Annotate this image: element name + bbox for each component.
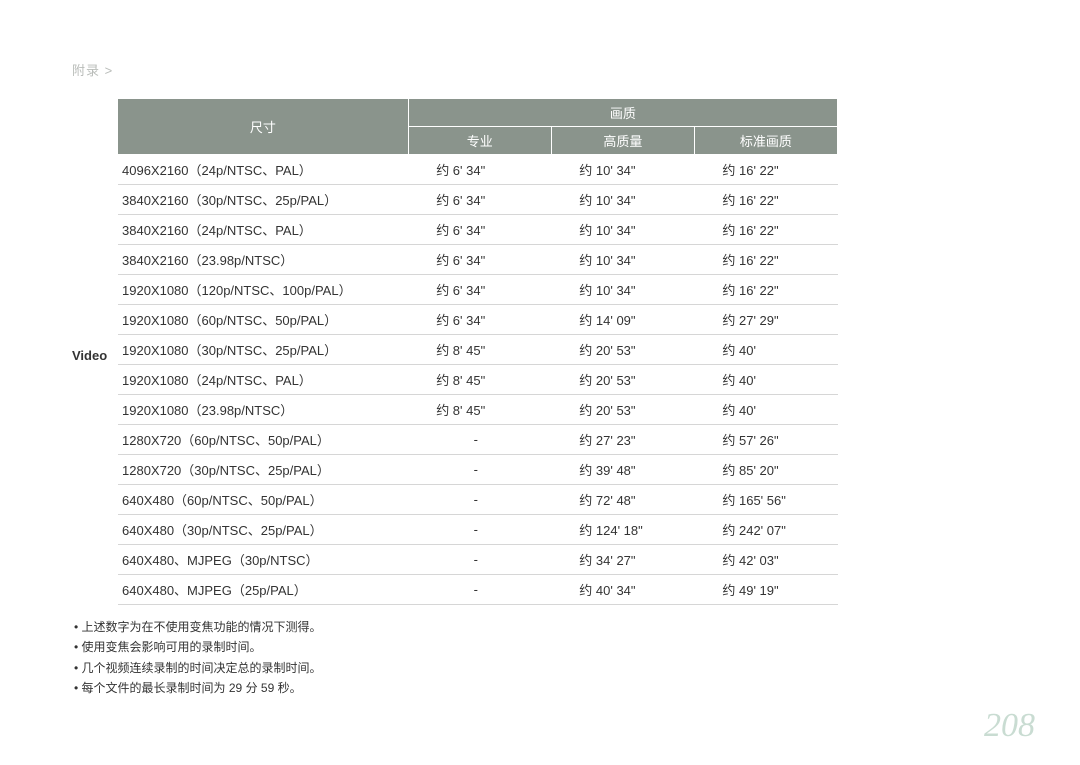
cell-pro: 约 6' 34" [408, 185, 551, 215]
table-row: 1920X1080（120p/NTSC、100p/PAL）约 6' 34"约 1… [118, 275, 838, 305]
video-recording-time-table: 尺寸 画质 专业 高质量 标准画质 4096X2160（24p/NTSC、PAL… [118, 99, 838, 605]
cell-std: 约 42' 03" [694, 545, 837, 575]
cell-std: 约 40' [694, 365, 837, 395]
cell-size: 1920X1080（30p/NTSC、25p/PAL） [118, 335, 408, 365]
cell-size: 3840X2160（23.98p/NTSC） [118, 245, 408, 275]
cell-std: 约 16' 22" [694, 275, 837, 305]
cell-hq: 约 20' 53" [551, 395, 694, 425]
table-row: 4096X2160（24p/NTSC、PAL）约 6' 34"约 10' 34"… [118, 155, 838, 185]
cell-size: 1280X720（60p/NTSC、50p/PAL） [118, 425, 408, 455]
cell-hq: 约 10' 34" [551, 275, 694, 305]
note-item: 每个文件的最长录制时间为 29 分 59 秒。 [74, 678, 1008, 698]
table-row: 640X480（30p/NTSC、25p/PAL）-约 124' 18"约 24… [118, 515, 838, 545]
notes-list: 上述数字为在不使用变焦功能的情况下测得。使用变焦会影响可用的录制时间。几个视频连… [72, 617, 1008, 699]
table-row: 1280X720（60p/NTSC、50p/PAL）-约 27' 23"约 57… [118, 425, 838, 455]
cell-pro: - [408, 545, 551, 575]
cell-pro: - [408, 425, 551, 455]
cell-hq: 约 10' 34" [551, 215, 694, 245]
breadcrumb: 附录 > [72, 60, 1008, 79]
cell-std: 约 242' 07" [694, 515, 837, 545]
col-header-std: 标准画质 [694, 127, 837, 155]
cell-pro: 约 6' 34" [408, 245, 551, 275]
cell-hq: 约 124' 18" [551, 515, 694, 545]
cell-size: 3840X2160（24p/NTSC、PAL） [118, 215, 408, 245]
table-row: 640X480、MJPEG（25p/PAL）-约 40' 34"约 49' 19… [118, 575, 838, 605]
cell-pro: - [408, 455, 551, 485]
cell-hq: 约 20' 53" [551, 365, 694, 395]
col-header-hq: 高质量 [551, 127, 694, 155]
cell-pro: 约 8' 45" [408, 395, 551, 425]
table-row: 1920X1080（23.98p/NTSC）约 8' 45"约 20' 53"约… [118, 395, 838, 425]
cell-hq: 约 27' 23" [551, 425, 694, 455]
cell-size: 640X480（30p/NTSC、25p/PAL） [118, 515, 408, 545]
cell-size: 4096X2160（24p/NTSC、PAL） [118, 155, 408, 185]
cell-hq: 约 20' 53" [551, 335, 694, 365]
cell-std: 约 40' [694, 395, 837, 425]
cell-pro: 约 6' 34" [408, 305, 551, 335]
cell-std: 约 85' 20" [694, 455, 837, 485]
cell-hq: 约 34' 27" [551, 545, 694, 575]
cell-pro: 约 8' 45" [408, 335, 551, 365]
note-item: 使用变焦会影响可用的录制时间。 [74, 637, 1008, 657]
cell-size: 640X480（60p/NTSC、50p/PAL） [118, 485, 408, 515]
cell-size: 640X480、MJPEG（25p/PAL） [118, 575, 408, 605]
cell-pro: - [408, 575, 551, 605]
cell-std: 约 16' 22" [694, 245, 837, 275]
table-row: 1920X1080（30p/NTSC、25p/PAL）约 8' 45"约 20'… [118, 335, 838, 365]
cell-std: 约 40' [694, 335, 837, 365]
cell-hq: 约 72' 48" [551, 485, 694, 515]
cell-hq: 约 39' 48" [551, 455, 694, 485]
cell-pro: 约 6' 34" [408, 215, 551, 245]
col-header-size: 尺寸 [118, 99, 408, 155]
cell-size: 640X480、MJPEG（30p/NTSC） [118, 545, 408, 575]
col-header-pro: 专业 [408, 127, 551, 155]
table-row: 3840X2160（24p/NTSC、PAL）约 6' 34"约 10' 34"… [118, 215, 838, 245]
cell-hq: 约 10' 34" [551, 185, 694, 215]
table-row: 640X480（60p/NTSC、50p/PAL）-约 72' 48"约 165… [118, 485, 838, 515]
table-row: 1280X720（30p/NTSC、25p/PAL）-约 39' 48"约 85… [118, 455, 838, 485]
table-row: 1920X1080（24p/NTSC、PAL）约 8' 45"约 20' 53"… [118, 365, 838, 395]
cell-std: 约 165' 56" [694, 485, 837, 515]
cell-pro: - [408, 485, 551, 515]
cell-pro: 约 8' 45" [408, 365, 551, 395]
page-number: 208 [984, 707, 1035, 745]
cell-std: 约 16' 22" [694, 155, 837, 185]
cell-size: 1280X720（30p/NTSC、25p/PAL） [118, 455, 408, 485]
cell-pro: - [408, 515, 551, 545]
cell-hq: 约 10' 34" [551, 155, 694, 185]
cell-std: 约 49' 19" [694, 575, 837, 605]
table-row: 640X480、MJPEG（30p/NTSC）-约 34' 27"约 42' 0… [118, 545, 838, 575]
cell-pro: 约 6' 34" [408, 155, 551, 185]
cell-size: 1920X1080（23.98p/NTSC） [118, 395, 408, 425]
cell-size: 1920X1080（24p/NTSC、PAL） [118, 365, 408, 395]
cell-std: 约 57' 26" [694, 425, 837, 455]
note-item: 几个视频连续录制的时间决定总的录制时间。 [74, 658, 1008, 678]
cell-hq: 约 14' 09" [551, 305, 694, 335]
cell-pro: 约 6' 34" [408, 275, 551, 305]
row-group-label-video: Video [72, 99, 118, 363]
cell-size: 1920X1080（120p/NTSC、100p/PAL） [118, 275, 408, 305]
cell-std: 约 16' 22" [694, 215, 837, 245]
cell-size: 3840X2160（30p/NTSC、25p/PAL） [118, 185, 408, 215]
cell-size: 1920X1080（60p/NTSC、50p/PAL） [118, 305, 408, 335]
cell-hq: 约 10' 34" [551, 245, 694, 275]
cell-hq: 约 40' 34" [551, 575, 694, 605]
col-header-quality: 画质 [408, 99, 837, 127]
table-row: 3840X2160（30p/NTSC、25p/PAL）约 6' 34"约 10'… [118, 185, 838, 215]
note-item: 上述数字为在不使用变焦功能的情况下测得。 [74, 617, 1008, 637]
cell-std: 约 16' 22" [694, 185, 837, 215]
cell-std: 约 27' 29" [694, 305, 837, 335]
table-row: 3840X2160（23.98p/NTSC）约 6' 34"约 10' 34"约… [118, 245, 838, 275]
table-row: 1920X1080（60p/NTSC、50p/PAL）约 6' 34"约 14'… [118, 305, 838, 335]
